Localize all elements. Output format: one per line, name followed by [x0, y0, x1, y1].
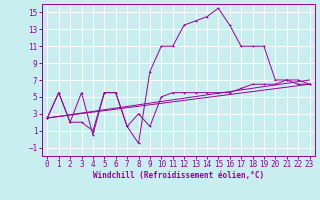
X-axis label: Windchill (Refroidissement éolien,°C): Windchill (Refroidissement éolien,°C) [93, 171, 264, 180]
